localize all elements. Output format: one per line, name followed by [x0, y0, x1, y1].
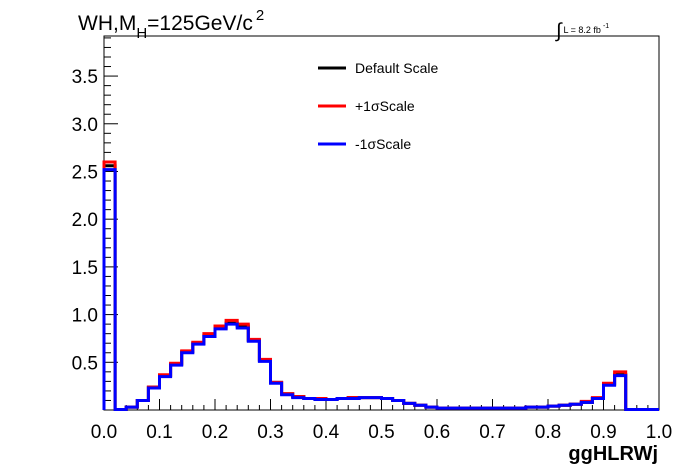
y-tick-label: 2.0: [72, 210, 98, 231]
x-tick-label: 0.1: [146, 422, 172, 443]
y-tick-label: 3.0: [72, 115, 98, 136]
x-axis-label: ggHLRWj: [568, 443, 658, 465]
title-subscript: H: [136, 25, 147, 42]
x-tick-label: 0.9: [590, 422, 616, 443]
lumi-text: L = 8.2 fb: [563, 25, 600, 35]
y-tick-label: 1.0: [72, 306, 98, 327]
x-tick-label: 0.8: [535, 422, 561, 443]
x-tick-label: 0.2: [202, 422, 228, 443]
x-tick-label: 0.0: [91, 422, 117, 443]
x-tick-label: 0.3: [257, 422, 283, 443]
integral-sign: ∫: [555, 20, 563, 42]
lumi-label: ∫ L = 8.2 fb -1: [555, 20, 609, 42]
x-tick-label: 0.4: [313, 422, 340, 443]
x-tick-labels: 0.0 0.1 0.2 0.3 0.4 0.5 0.6 0.7 0.8 0.9 1.0: [91, 422, 672, 443]
legend-entry-2: -1σScale: [355, 136, 411, 152]
x-tick-label: 0.6: [424, 422, 450, 443]
x-tick-label: 1.0: [646, 422, 672, 443]
x-tick-label: 0.7: [479, 422, 505, 443]
y-tick-label: 1.5: [72, 258, 98, 279]
title-superscript: 2: [256, 7, 264, 24]
chart-title: WH,MH=125GeV/c 2: [78, 7, 264, 42]
x-tick-label: 0.5: [368, 422, 394, 443]
title-main: WH,M: [78, 12, 136, 35]
legend: Default Scale +1σScale -1σScale: [318, 60, 438, 152]
title-rest: =125GeV/c: [147, 12, 253, 35]
y-tick-label: 3.5: [72, 67, 98, 88]
y-tick-labels: 0.5 1.0 1.5 2.0 2.5 3.0 3.5: [72, 67, 98, 374]
legend-entry-0: Default Scale: [355, 60, 438, 76]
series-lines: [102, 160, 659, 412]
legend-entry-1: +1σScale: [355, 98, 415, 114]
series-line-2: [102, 168, 659, 412]
lumi-superscript: -1: [603, 23, 609, 30]
y-tick-label: 0.5: [72, 353, 98, 374]
y-tick-label: 2.5: [72, 162, 98, 183]
